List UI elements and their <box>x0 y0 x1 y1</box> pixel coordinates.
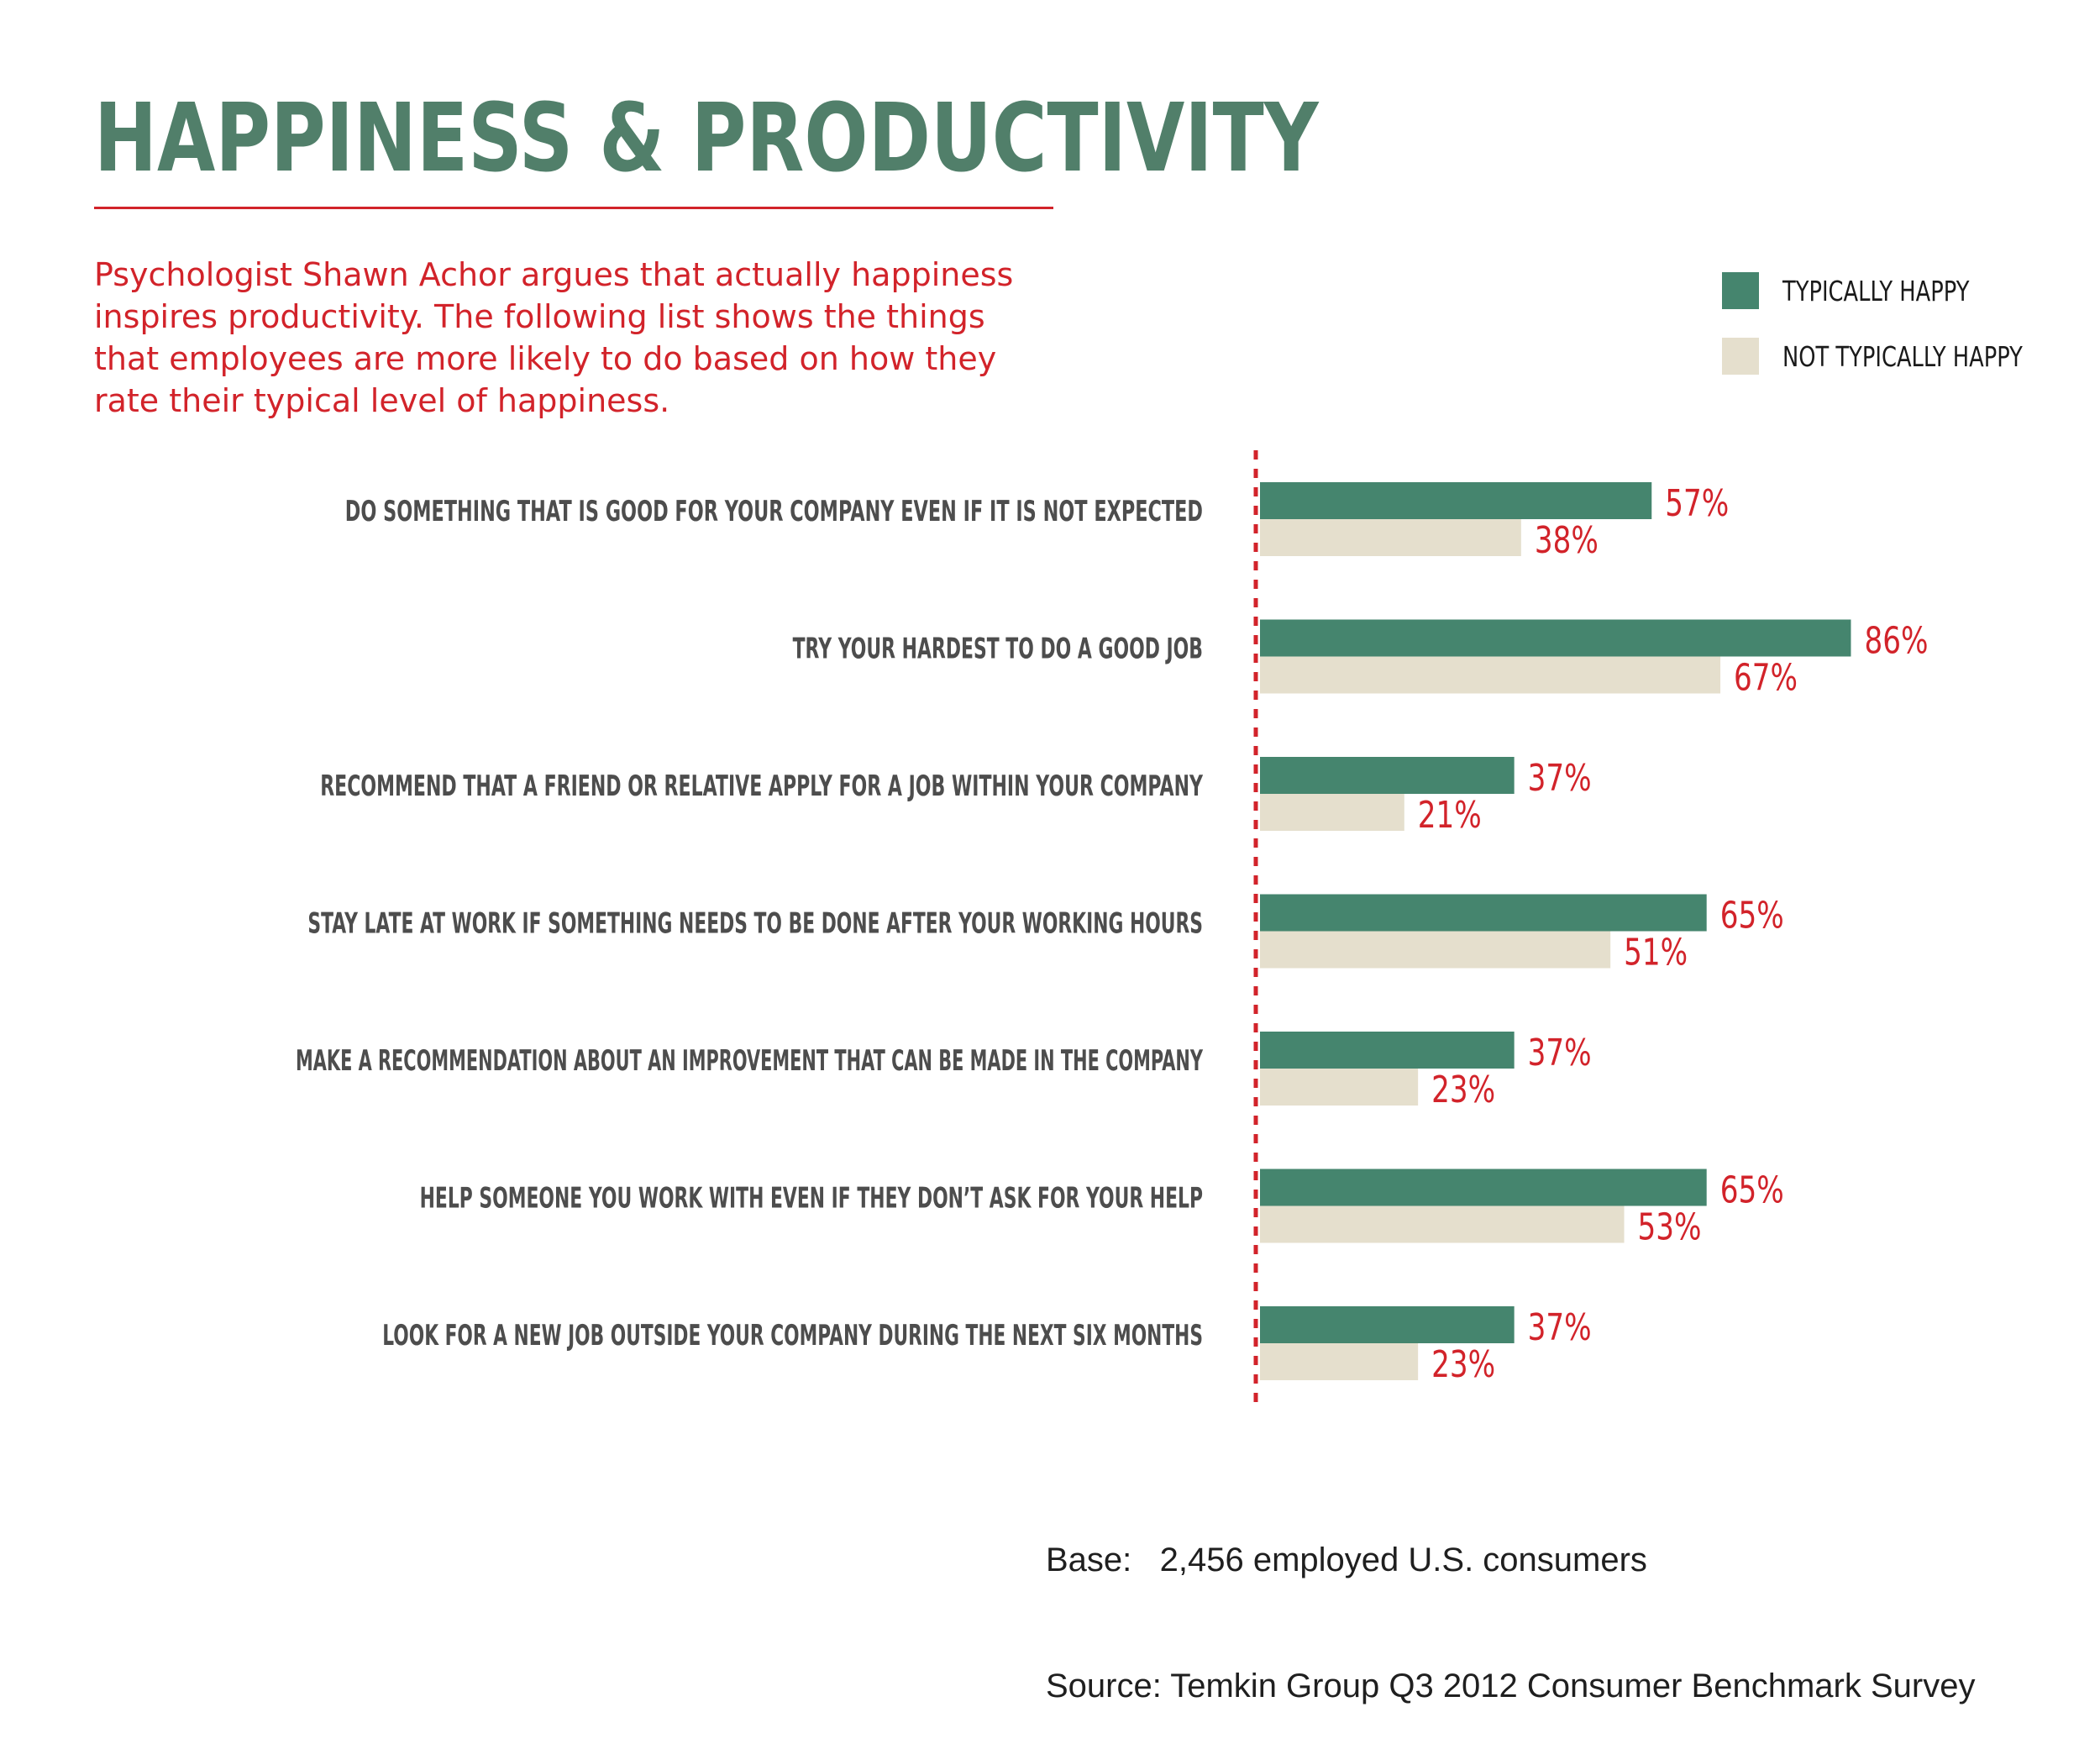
bar-typically-happy <box>1260 757 1515 794</box>
category-label: MAKE A RECOMMENDATION ABOUT AN IMPROVEME… <box>296 1044 1203 1078</box>
value-label-not-typically-happy: 23% <box>1431 1343 1495 1386</box>
legend-swatch-typically-happy <box>1722 272 1759 309</box>
value-label-not-typically-happy: 23% <box>1431 1069 1495 1111</box>
chart-canvas: DO SOMETHING THAT IS GOOD FOR YOUR COMPA… <box>296 450 1928 1411</box>
base-note: Base: 2,456 employed U.S. consumers <box>1046 1542 1647 1578</box>
value-label-not-typically-happy: 51% <box>1624 932 1688 974</box>
value-label-typically-happy: 65% <box>1720 1169 1784 1212</box>
bar-not-typically-happy <box>1260 931 1611 969</box>
value-label-typically-happy: 37% <box>1528 1032 1592 1074</box>
category-label: TRY YOUR HARDEST TO DO A GOOD JOB <box>793 633 1203 666</box>
category-label: DO SOMETHING THAT IS GOOD FOR YOUR COMPA… <box>345 495 1203 528</box>
title-underline <box>94 207 1053 209</box>
bar-typically-happy <box>1260 1306 1515 1343</box>
category-label: STAY LATE AT WORK IF SOMETHING NEEDS TO … <box>307 907 1203 941</box>
value-label-typically-happy: 57% <box>1665 482 1729 525</box>
bar-typically-happy <box>1260 1169 1707 1206</box>
source-note: Source: Temkin Group Q3 2012 Consumer Be… <box>1046 1668 1976 1704</box>
value-label-typically-happy: 37% <box>1528 1306 1592 1349</box>
category-label: RECOMMEND THAT A FRIEND OR RELATIVE APPL… <box>320 769 1203 803</box>
legend-label-not-typically-happy: NOT TYPICALLY HAPPY <box>1782 339 2023 373</box>
value-label-typically-happy: 37% <box>1528 757 1592 800</box>
intro-paragraph: Psychologist Shawn Achor argues that act… <box>94 256 1014 419</box>
bar-not-typically-happy <box>1260 656 1721 694</box>
bar-typically-happy <box>1260 619 1851 657</box>
bar-not-typically-happy <box>1260 519 1521 556</box>
legend-item-not-typically-happy: NOT TYPICALLY HAPPY <box>1722 336 2091 376</box>
value-label-typically-happy: 65% <box>1720 895 1784 938</box>
value-label-not-typically-happy: 53% <box>1638 1206 1702 1249</box>
bar-not-typically-happy <box>1260 1343 1419 1380</box>
bar-typically-happy <box>1260 1032 1515 1069</box>
bar-not-typically-happy <box>1260 1205 1625 1243</box>
bar-typically-happy <box>1260 894 1707 932</box>
chart-legend: TYPICALLY HAPPY NOT TYPICALLY HAPPY <box>1722 270 2091 402</box>
legend-item-typically-happy: TYPICALLY HAPPY <box>1722 270 2091 311</box>
legend-swatch-not-typically-happy <box>1722 338 1759 375</box>
value-label-typically-happy: 86% <box>1864 620 1928 663</box>
bar-not-typically-happy <box>1260 1069 1419 1106</box>
value-label-not-typically-happy: 38% <box>1535 519 1599 562</box>
category-label: LOOK FOR A NEW JOB OUTSIDE YOUR COMPANY … <box>382 1319 1203 1352</box>
value-label-not-typically-happy: 21% <box>1418 794 1482 837</box>
bar-typically-happy <box>1260 482 1652 519</box>
category-label: HELP SOMEONE YOU WORK WITH EVEN IF THEY … <box>420 1182 1203 1216</box>
page-title: HAPPINESS & PRODUCTIVITY <box>94 84 1319 193</box>
chart-footer: Base: 2,456 employed U.S. consumers Sour… <box>1046 1455 1975 1749</box>
bar-not-typically-happy <box>1260 794 1404 831</box>
legend-label-typically-happy: TYPICALLY HAPPY <box>1782 274 1970 307</box>
value-label-not-typically-happy: 67% <box>1734 657 1798 700</box>
